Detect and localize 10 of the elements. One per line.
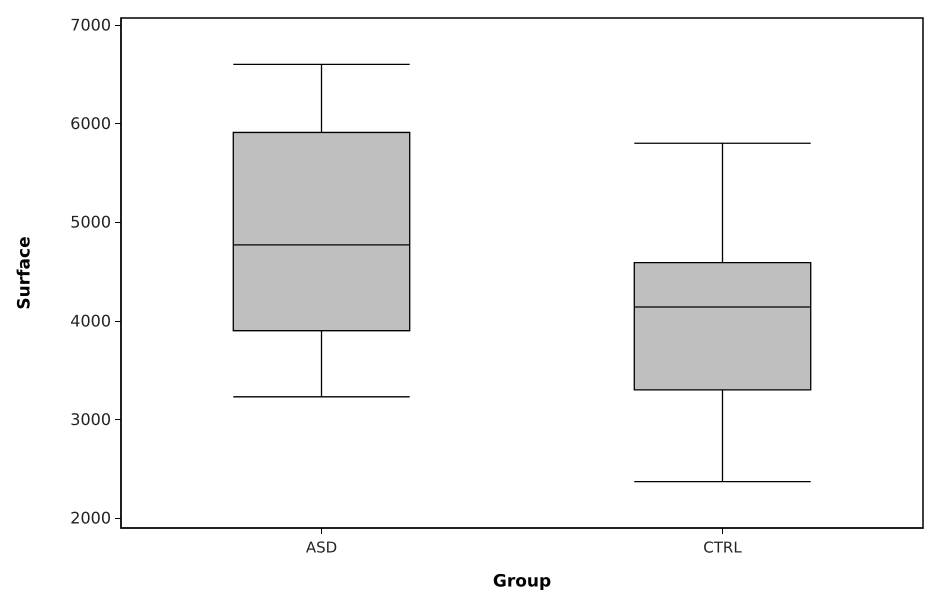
y-tick-label: 6000 <box>70 114 111 134</box>
x-tick-label: ASD <box>306 538 338 556</box>
y-tick-label: 3000 <box>70 410 111 429</box>
y-tick-label: 7000 <box>70 15 111 34</box>
y-tick-label: 4000 <box>70 311 111 330</box>
x-tick-label: CTRL <box>703 538 742 556</box>
x-axis-title: Group <box>492 572 552 592</box>
y-tick-label: 5000 <box>70 212 111 232</box>
y-tick-label: 2000 <box>70 508 111 528</box>
y-axis-title: Surface <box>14 236 34 310</box>
